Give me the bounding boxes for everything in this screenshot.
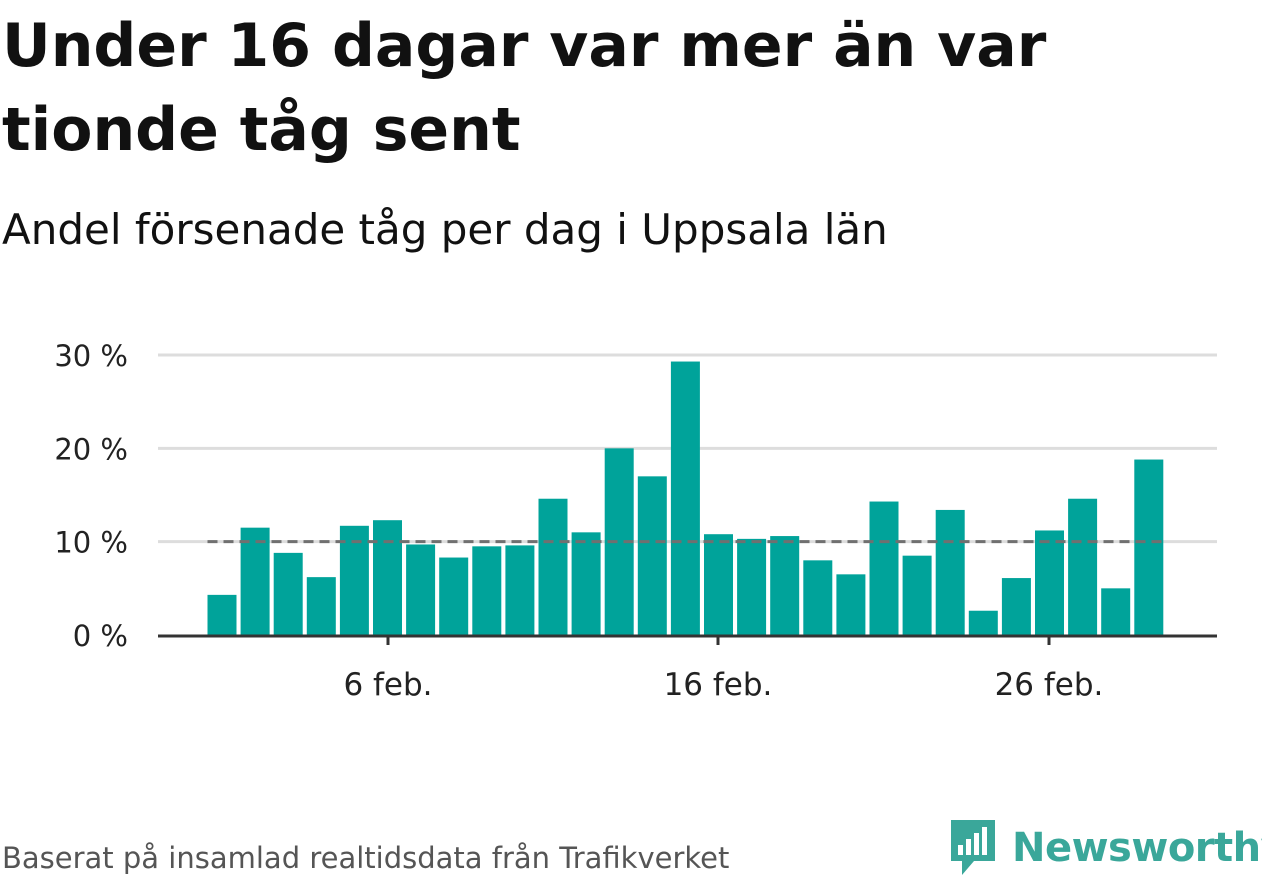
bar (637, 476, 667, 635)
bar (770, 536, 800, 635)
chart-title: Under 16 dagar var mer än var tionde tåg… (2, 11, 1047, 165)
bars (207, 361, 1164, 635)
brand-name: Newsworthy (1012, 825, 1262, 871)
y-axis-ticks: 0 % 10 % 20 % 30 % (54, 339, 128, 653)
bar (836, 574, 866, 635)
bar (902, 555, 932, 635)
y-tick-label: 30 % (54, 339, 128, 373)
x-tick-label: 26 feb. (995, 667, 1104, 703)
bar (1068, 498, 1098, 635)
source-note: Baserat på insamlad realtidsdata från Tr… (2, 841, 730, 875)
bar (571, 532, 601, 635)
bar (240, 527, 270, 635)
bar (207, 594, 237, 635)
bar (373, 520, 402, 635)
bar (1134, 459, 1164, 635)
x-tick-label: 16 feb. (664, 667, 773, 703)
chart-subtitle: Andel försenade tåg per dag i Uppsala lä… (2, 205, 888, 254)
bar (538, 498, 568, 635)
bar (505, 545, 535, 635)
bar (935, 509, 965, 635)
y-tick-label: 20 % (54, 432, 128, 466)
bar (406, 544, 436, 635)
bar (737, 538, 767, 635)
bar (273, 552, 303, 635)
y-tick-label: 10 % (54, 526, 128, 560)
bar (1035, 530, 1064, 635)
bar (339, 525, 369, 635)
x-axis-ticks: 6 feb. 16 feb. 26 feb. (343, 636, 1103, 703)
bar-chart: 0 % 10 % 20 % 30 % 6 feb. 16 feb. 26 feb. (54, 339, 1217, 703)
bar (968, 610, 998, 635)
newsworthy-brand[interactable]: Newsworthy (948, 816, 1262, 880)
bar (439, 557, 469, 635)
bar (306, 577, 336, 635)
y-tick-label: 0 % (73, 619, 128, 653)
x-tick-label: 6 feb. (343, 667, 432, 703)
newsworthy-logo-icon (951, 820, 995, 875)
bar (869, 501, 899, 635)
bar (670, 361, 700, 635)
bar (472, 546, 502, 635)
bar (704, 534, 733, 635)
bar (803, 560, 833, 635)
bar (1101, 588, 1131, 635)
bar (1001, 578, 1031, 635)
